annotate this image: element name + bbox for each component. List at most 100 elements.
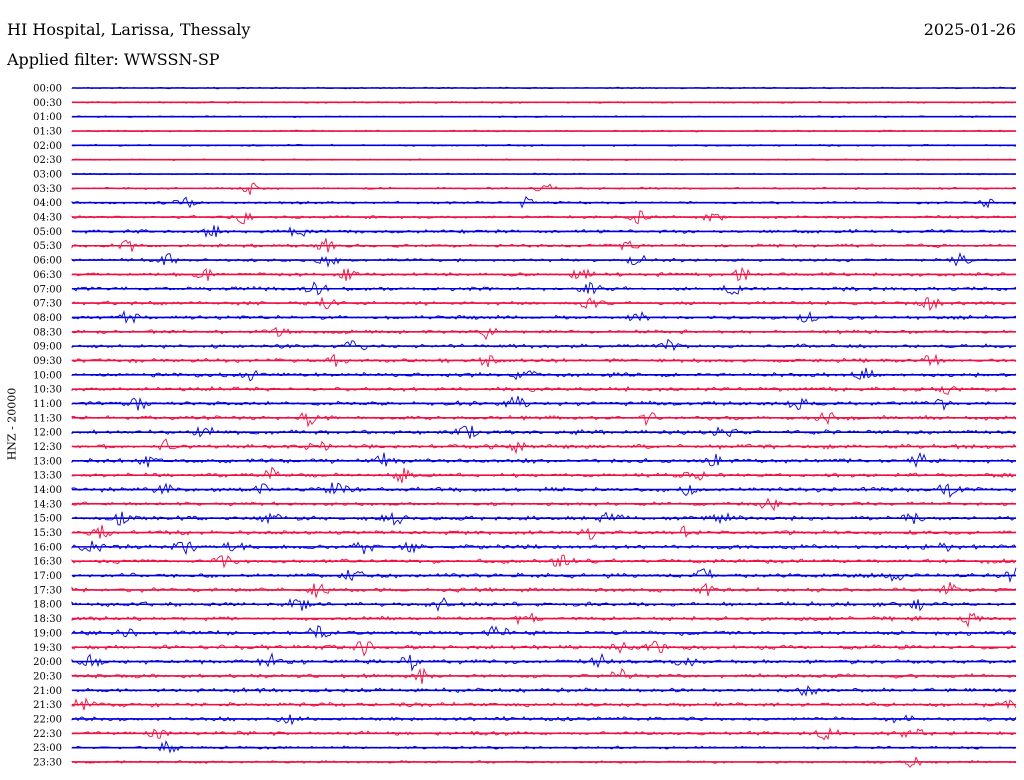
time-tick-label: 12:30 — [33, 442, 62, 453]
trace-1500 — [71, 511, 1017, 526]
trace-0800 — [71, 309, 1017, 324]
trace-0500 — [71, 225, 1017, 238]
time-tick-label: 16:00 — [33, 542, 62, 553]
trace-1130 — [71, 411, 1017, 428]
trace-1000 — [71, 367, 1017, 382]
trace-0730 — [71, 296, 1017, 312]
trace-0430 — [71, 210, 1017, 225]
time-tick-label: 08:30 — [33, 327, 62, 338]
time-tick-label: 01:00 — [33, 112, 62, 123]
time-tick-label: 19:00 — [33, 628, 62, 639]
trace-0000 — [71, 86, 1017, 90]
trace-1030 — [71, 385, 1017, 395]
trace-2100 — [71, 685, 1017, 697]
time-tick-label: 12:00 — [33, 428, 62, 439]
time-tick-label: 18:00 — [33, 600, 62, 611]
trace-2030 — [71, 667, 1017, 684]
time-tick-label: 21:30 — [33, 700, 62, 711]
time-tick-label: 09:30 — [33, 356, 62, 367]
time-tick-label: 22:30 — [33, 729, 62, 740]
trace-1600 — [71, 540, 1017, 556]
time-tick-label: 17:30 — [33, 585, 62, 596]
trace-2130 — [71, 697, 1017, 711]
time-tick-label: 03:00 — [33, 170, 62, 181]
time-tick-label: 18:30 — [33, 614, 62, 625]
time-tick-label: 16:30 — [33, 557, 62, 568]
time-tick-label: 13:00 — [33, 456, 62, 467]
trace-0100 — [71, 115, 1017, 119]
filter-label: Applied filter: WWSSN-SP — [7, 50, 220, 69]
trace-1330 — [71, 466, 1017, 484]
time-tick-label: 04:00 — [33, 198, 62, 209]
trace-1400 — [71, 482, 1017, 498]
trace-2300 — [71, 740, 1017, 754]
trace-0400 — [71, 196, 1017, 209]
trace-0200 — [71, 143, 1017, 147]
time-tick-label: 13:30 — [33, 471, 62, 482]
trace-0930 — [71, 353, 1017, 368]
time-tick-label: 20:00 — [33, 657, 62, 668]
trace-1800 — [71, 597, 1017, 612]
trace-1930 — [71, 640, 1017, 657]
time-tick-label: 23:00 — [33, 743, 62, 754]
time-tick-label: 00:30 — [33, 98, 62, 109]
trace-2230 — [71, 727, 1017, 741]
time-tick-label: 05:30 — [33, 241, 62, 252]
time-tick-label: 20:30 — [33, 671, 62, 682]
time-tick-label: 05:00 — [33, 227, 62, 238]
time-tick-label: 23:30 — [33, 757, 62, 768]
time-tick-label: 21:00 — [33, 686, 62, 697]
time-tick-label: 10:30 — [33, 385, 62, 396]
trace-1530 — [71, 524, 1017, 540]
trace-0230 — [71, 158, 1017, 162]
time-tick-label: 11:30 — [33, 413, 62, 424]
time-tick-label: 22:00 — [33, 714, 62, 725]
trace-1430 — [71, 497, 1017, 512]
trace-1300 — [71, 451, 1017, 468]
trace-1830 — [71, 612, 1017, 629]
trace-0530 — [71, 238, 1017, 253]
time-tick-label: 07:00 — [33, 284, 62, 295]
time-tick-label: 02:30 — [33, 155, 62, 166]
time-tick-label: 14:00 — [33, 485, 62, 496]
trace-2200 — [71, 714, 1017, 726]
trace-1100 — [71, 395, 1017, 412]
time-tick-label: 04:30 — [33, 213, 62, 224]
station-title: HI Hospital, Larissa, Thessaly — [7, 20, 251, 39]
time-tick-label: 07:30 — [33, 299, 62, 310]
time-tick-label: 06:00 — [33, 256, 62, 267]
trace-0130 — [71, 129, 1017, 133]
time-tick-label: 19:30 — [33, 643, 62, 654]
trace-0300 — [71, 172, 1017, 176]
trace-2330 — [71, 756, 1017, 768]
trace-0830 — [71, 326, 1017, 341]
time-tick-label: 09:00 — [33, 342, 62, 353]
time-tick-label: 15:00 — [33, 514, 62, 525]
time-tick-label: 08:00 — [33, 313, 62, 324]
trace-0900 — [71, 338, 1017, 352]
time-tick-label: 06:30 — [33, 270, 62, 281]
trace-1230 — [71, 438, 1017, 455]
time-tick-label: 03:30 — [33, 184, 62, 195]
record-date: 2025-01-26 — [923, 20, 1016, 39]
trace-0700 — [71, 281, 1017, 296]
time-tick-label: 11:00 — [33, 399, 62, 410]
time-tick-label: 00:00 — [33, 84, 62, 95]
time-tick-label: 02:00 — [33, 141, 62, 152]
trace-1200 — [71, 425, 1017, 439]
trace-0330 — [71, 182, 1017, 195]
trace-1630 — [71, 554, 1017, 569]
trace-0600 — [71, 251, 1016, 268]
trace-2000 — [71, 652, 1017, 672]
time-tick-label: 15:30 — [33, 528, 62, 539]
time-tick-label: 01:30 — [33, 127, 62, 138]
trace-1730 — [71, 581, 1017, 598]
time-tick-label: 10:00 — [33, 370, 62, 381]
time-tick-label: 14:30 — [33, 499, 62, 510]
trace-0030 — [71, 100, 1017, 104]
trace-1700 — [71, 567, 1017, 584]
trace-1900 — [71, 625, 1017, 639]
time-tick-label: 17:00 — [33, 571, 62, 582]
trace-0630 — [71, 266, 1017, 282]
